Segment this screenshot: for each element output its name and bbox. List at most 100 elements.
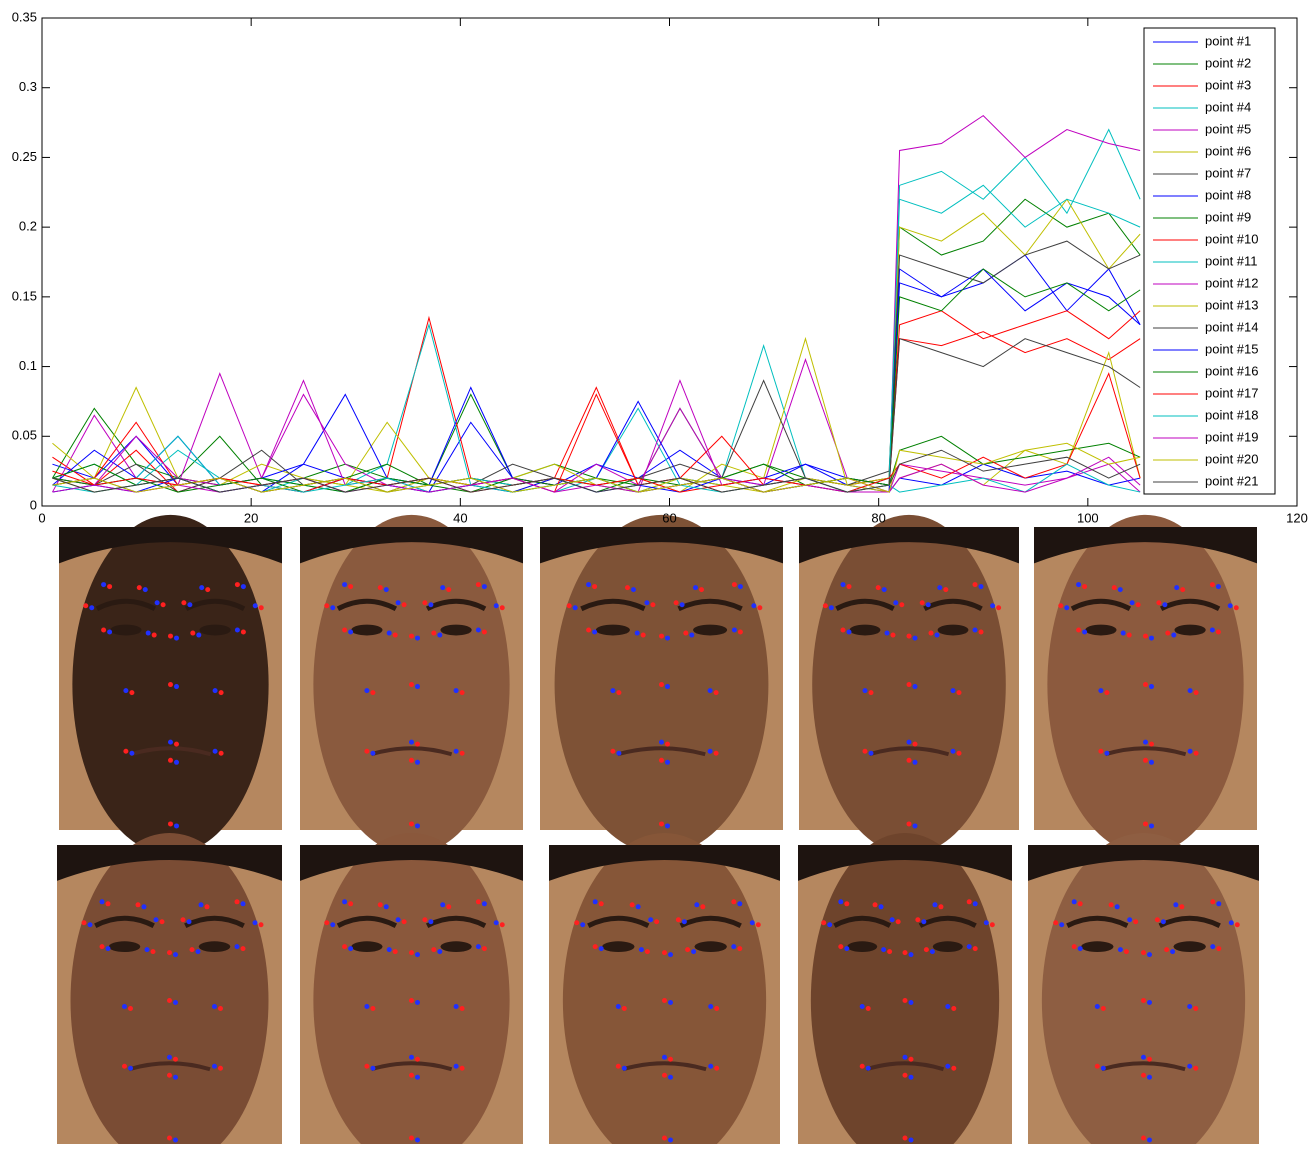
landmark <box>929 631 934 636</box>
landmark <box>460 751 465 756</box>
landmark <box>662 1136 667 1141</box>
landmark <box>253 603 258 608</box>
landmark <box>1170 949 1175 954</box>
landmark <box>1149 760 1154 765</box>
landmark <box>167 1073 172 1078</box>
landmark <box>567 603 572 608</box>
landmark <box>1164 947 1169 952</box>
landmark <box>145 947 150 952</box>
landmark <box>415 636 420 641</box>
landmark <box>1143 634 1148 639</box>
landmark <box>1161 919 1166 924</box>
landmark <box>751 603 756 608</box>
landmark <box>370 1006 375 1011</box>
landmark <box>708 1064 713 1069</box>
landmark <box>1101 1006 1106 1011</box>
landmark <box>1104 690 1109 695</box>
landmark <box>907 682 912 687</box>
landmark <box>903 1073 908 1078</box>
landmark <box>1076 628 1081 633</box>
landmark <box>219 690 224 695</box>
landmark <box>154 917 159 922</box>
landmark <box>454 749 459 754</box>
legend-label: point #17 <box>1205 385 1259 400</box>
landmark <box>415 760 420 765</box>
landmark <box>648 917 653 922</box>
landmark <box>1179 904 1184 909</box>
landmark <box>863 749 868 754</box>
landmark <box>1101 1066 1106 1071</box>
landmark <box>662 950 667 955</box>
landmark <box>909 1000 914 1005</box>
landmark <box>680 602 685 607</box>
landmark <box>699 587 704 592</box>
landmark <box>708 688 713 693</box>
landmark <box>714 690 719 695</box>
landmark <box>967 899 972 904</box>
landmark <box>409 740 414 745</box>
landmark <box>1112 585 1117 590</box>
landmark <box>935 633 940 638</box>
eye <box>1174 625 1205 636</box>
landmark <box>1053 920 1058 925</box>
landmark <box>415 1075 420 1080</box>
landmark <box>644 600 649 605</box>
landmark <box>213 688 218 693</box>
landmark <box>838 944 843 949</box>
landmark <box>731 899 736 904</box>
landmark <box>500 922 505 927</box>
landmark <box>1098 749 1103 754</box>
landmark <box>476 582 481 587</box>
landmark <box>580 922 585 927</box>
landmark <box>932 902 937 907</box>
landmark <box>494 603 499 608</box>
landmark <box>899 602 904 607</box>
landmark <box>694 902 699 907</box>
eye <box>351 941 382 952</box>
landmark <box>1143 758 1148 763</box>
landmark <box>659 634 664 639</box>
landmark <box>174 636 179 641</box>
landmark <box>1210 628 1215 633</box>
landmark <box>823 603 828 608</box>
landmark <box>973 901 978 906</box>
y-tick-label: 0.3 <box>19 79 37 94</box>
landmark <box>1095 1004 1100 1009</box>
landmark <box>160 919 165 924</box>
plot-area <box>42 18 1297 506</box>
landmark <box>415 952 420 957</box>
landmark <box>913 636 918 641</box>
landmark <box>1174 585 1179 590</box>
landmark <box>630 902 635 907</box>
eye <box>596 625 630 636</box>
landmark <box>393 949 398 954</box>
landmark <box>1147 1075 1152 1080</box>
landmark <box>990 603 995 608</box>
landmark <box>1118 587 1123 592</box>
eye <box>1174 941 1206 952</box>
eye <box>110 625 141 636</box>
landmark <box>1171 633 1176 638</box>
y-tick-label: 0.1 <box>19 358 37 373</box>
landmark <box>937 585 942 590</box>
x-tick-label: 40 <box>453 510 467 525</box>
landmark <box>700 904 705 909</box>
landmark <box>659 821 664 826</box>
legend-label: point #8 <box>1205 187 1251 202</box>
landmark <box>957 690 962 695</box>
landmark <box>342 899 347 904</box>
landmark <box>174 760 179 765</box>
legend-label: point #14 <box>1205 319 1259 334</box>
landmark <box>437 949 442 954</box>
landmark <box>1156 600 1161 605</box>
landmark <box>881 947 886 952</box>
landmark <box>586 628 591 633</box>
landmark <box>476 899 481 904</box>
landmark <box>909 952 914 957</box>
landmark <box>907 758 912 763</box>
landmark <box>167 1136 172 1141</box>
legend-label: point #7 <box>1205 165 1251 180</box>
landmark <box>1228 603 1233 608</box>
landmark <box>415 1138 420 1143</box>
landmark <box>1072 944 1077 949</box>
